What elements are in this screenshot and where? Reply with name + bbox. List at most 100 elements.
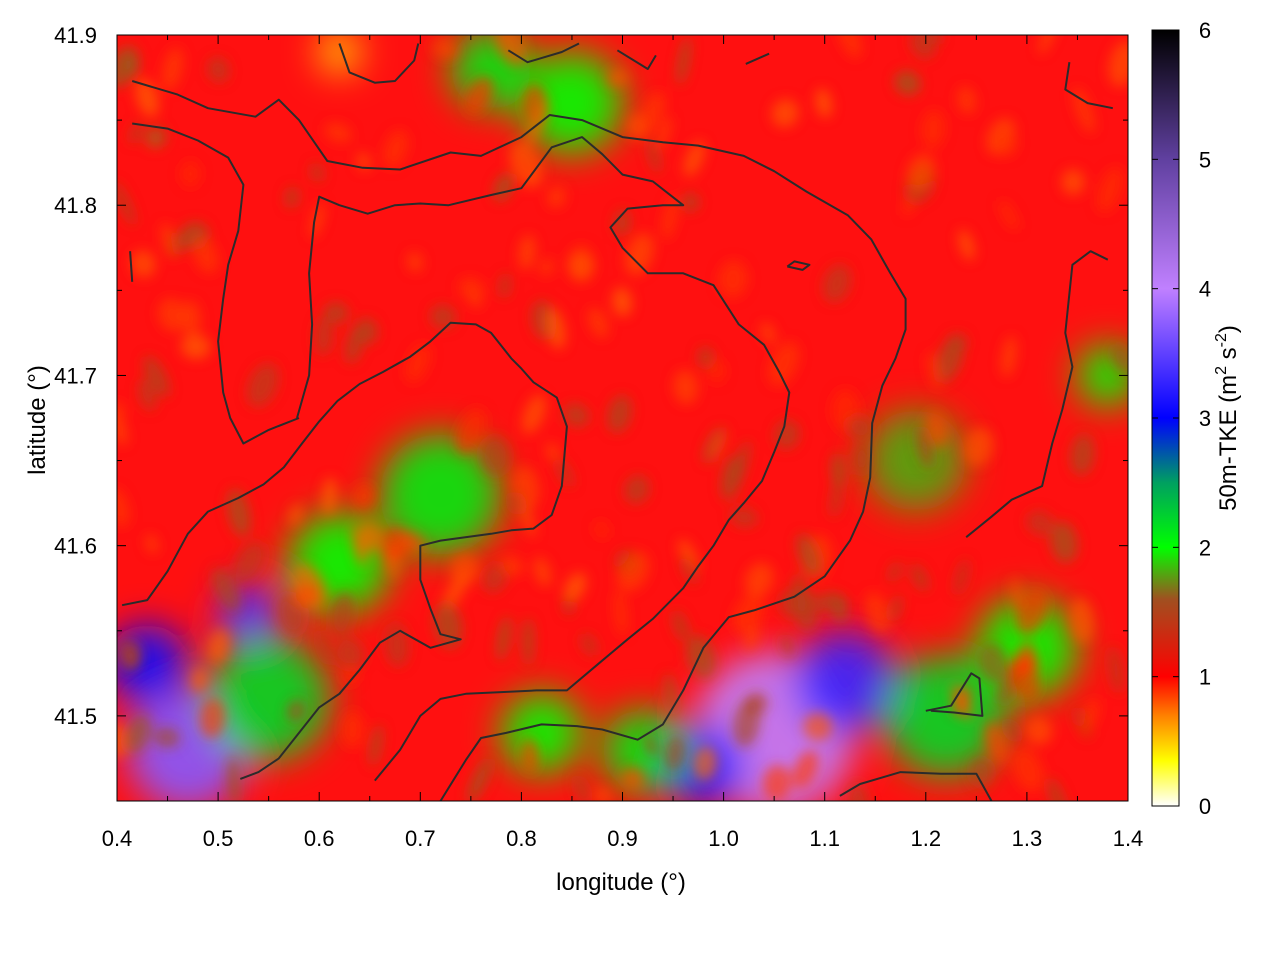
heatmap-speckle — [509, 491, 523, 515]
x-tick-label: 0.7 — [405, 826, 436, 851]
heatmap-speckle — [744, 562, 774, 598]
contour-line — [296, 136, 791, 782]
heatmap-speckle — [1014, 641, 1036, 677]
heatmap-speckle — [984, 721, 1009, 765]
heatmap-speckle — [467, 289, 483, 309]
y-axis-label: latitude (°) — [24, 365, 51, 475]
heatmap-speckle — [680, 556, 698, 585]
heatmap-speckle — [321, 477, 338, 516]
heatmap-speckle — [921, 109, 946, 149]
heatmap-speckle — [889, 594, 903, 622]
heatmap-speckle — [822, 264, 852, 303]
heatmap-speckle — [498, 273, 511, 299]
heatmap-speckle — [143, 356, 170, 397]
heatmap-speckle — [432, 37, 458, 60]
heatmap-speckle — [521, 738, 539, 774]
heatmap-region — [379, 433, 502, 556]
heatmap-speckle — [192, 236, 219, 274]
heatmap-speckle — [958, 229, 975, 261]
colorbar-label: 50m-TKE (m2 s-2) — [1213, 325, 1242, 511]
heatmap-speckle — [180, 160, 201, 188]
heatmap-region — [794, 631, 896, 733]
heatmap-speckle — [888, 561, 902, 582]
heatmap-speckle — [1070, 433, 1095, 476]
heatmap-speckle — [117, 46, 140, 88]
colorbar-tick-label: 6 — [1199, 18, 1211, 43]
heatmap-speckle — [480, 436, 511, 476]
contour-line — [131, 80, 907, 801]
heatmap-speckle — [1047, 777, 1068, 801]
heatmap-speckle — [323, 302, 349, 324]
heatmap-speckle — [211, 567, 241, 612]
heatmap-speckle — [226, 756, 241, 801]
heatmap-region — [865, 410, 967, 512]
heatmap-speckle — [464, 76, 494, 115]
heatmap-speckle — [853, 442, 871, 476]
plot-area — [117, 35, 1128, 801]
contour-line — [132, 122, 300, 445]
heatmap-speckle — [467, 758, 492, 801]
x-tick-label: 1.1 — [809, 826, 840, 851]
heatmap-speckle — [953, 558, 970, 596]
heatmap-speckle — [1108, 40, 1128, 87]
heatmap-speckle — [1080, 698, 1100, 735]
heatmap-speckle — [792, 750, 819, 789]
heatmap-speckle — [144, 126, 168, 148]
heatmap-speckle — [1061, 169, 1085, 195]
heatmap-speckles — [117, 35, 1128, 801]
heatmap-speckle — [405, 343, 431, 383]
x-tick-label: 0.8 — [506, 826, 537, 851]
heatmap-speckle — [1015, 588, 1048, 635]
heatmap-speckle — [1004, 718, 1020, 743]
colorbar: 0 1 2 3 4 5 6 50m-TKE (m2 s-2) — [1151, 18, 1242, 819]
heatmap-region — [319, 35, 360, 73]
contour-line — [925, 672, 984, 717]
colorbar-ticks: 0 1 2 3 4 5 6 — [1152, 18, 1211, 819]
heatmap-speckle — [161, 222, 177, 259]
colorbar-tick-label: 5 — [1199, 147, 1211, 172]
heatmap-speckle — [161, 47, 184, 91]
heatmap-speckle — [355, 317, 379, 345]
heatmap-speckle — [906, 153, 936, 191]
heatmap-speckle — [383, 129, 409, 169]
heatmap-speckle — [291, 583, 319, 609]
heatmap-speckle — [314, 315, 333, 356]
heatmap-speckle — [818, 591, 846, 613]
heatmap-speckle — [1026, 510, 1054, 536]
heatmap-speckle — [153, 727, 181, 748]
heatmap-speckle — [846, 415, 873, 440]
heatmap-speckle — [780, 634, 794, 658]
heatmap-speckle — [324, 122, 352, 143]
heatmap-speckle — [145, 534, 159, 554]
heatmap-speckle — [718, 260, 748, 298]
heatmap-speckle — [406, 251, 424, 273]
heatmap-speckle — [546, 186, 567, 208]
heatmap-speckle — [286, 699, 306, 722]
colorbar-label-end: ) — [1215, 325, 1242, 333]
heatmap-speckle — [677, 36, 691, 85]
contour-line — [616, 49, 657, 70]
heatmap-speckle — [455, 407, 487, 455]
y-tick-label: 41.6 — [54, 534, 97, 559]
heatmap-speckle — [678, 539, 699, 572]
heatmap-speckle — [771, 99, 799, 128]
heatmap-region — [207, 638, 330, 760]
heatmap-speckle — [1072, 87, 1096, 134]
contour-line — [121, 321, 568, 780]
x-tick-label: 1.0 — [708, 826, 739, 851]
heatmap-speckle — [614, 209, 631, 236]
x-tick-label: 1.4 — [1113, 826, 1144, 851]
x-axis: 0.4 0.5 0.6 0.7 0.8 0.9 1.0 1.1 1.2 1.3 1.4 — [102, 35, 1144, 851]
heatmap-speckle — [334, 636, 365, 671]
heatmap-speckle — [1010, 577, 1023, 611]
heatmap-speckle — [555, 458, 574, 488]
heatmap-speckle — [351, 524, 367, 567]
heatmap-speckle — [612, 287, 633, 317]
heatmap-speckle — [1050, 521, 1078, 563]
heatmap-speckle — [180, 334, 211, 360]
heatmap-speckle — [894, 70, 921, 96]
x-tick-label: 0.4 — [102, 826, 133, 851]
colorbar-tick-label: 2 — [1199, 535, 1211, 560]
x-tick-label: 0.6 — [304, 826, 335, 851]
